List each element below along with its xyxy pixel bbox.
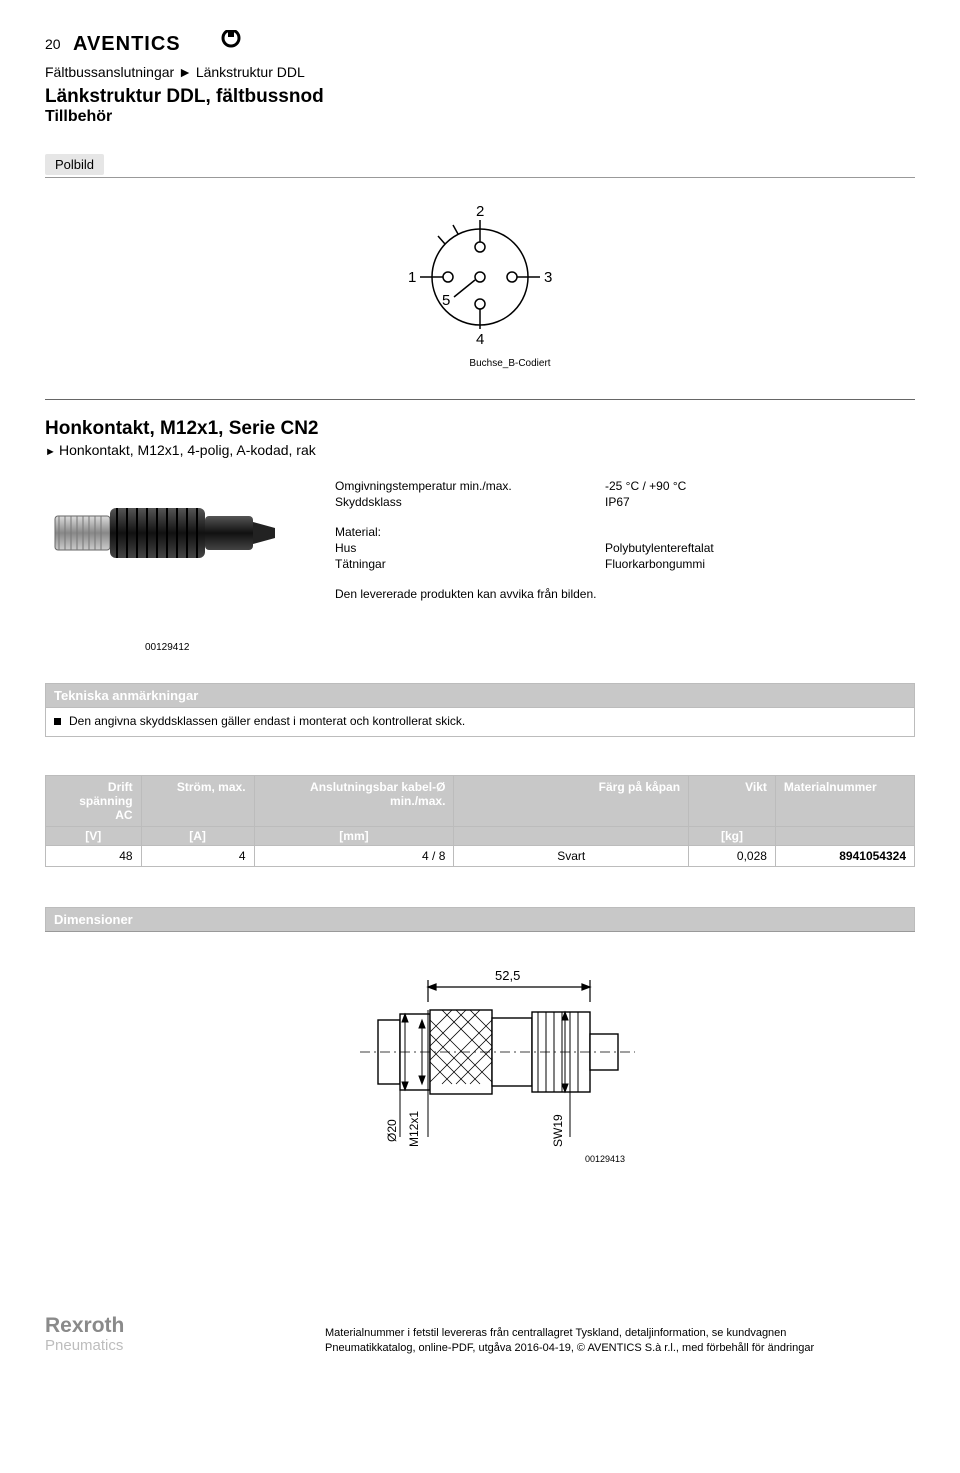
product-title: Honkontakt, M12x1, Serie CN2 <box>45 418 915 440</box>
polbild-caption: Buchse_B-Codiert <box>469 358 550 369</box>
param-table: DriftspänningAC Ström, max. Anslutningsb… <box>45 775 915 867</box>
pin-3: 3 <box>544 269 552 286</box>
pin-1: 1 <box>408 269 416 286</box>
pin-5: 5 <box>442 292 450 309</box>
pin-4: 4 <box>476 331 484 348</box>
footer-text: Materialnummer i fetstil levereras från … <box>325 1326 814 1356</box>
spec-table: Omgivningstemperatur min./max.-25 °C / +… <box>335 478 714 602</box>
svg-text:Ø20: Ø20 <box>385 1119 399 1142</box>
image-id-1: 00129412 <box>145 642 915 653</box>
page-number: 20 <box>45 30 61 52</box>
page-title: Länkstruktur DDL, fältbussnod <box>45 86 915 108</box>
tech-header: Tekniska anmärkningar <box>45 683 915 707</box>
svg-text:M12x1: M12x1 <box>407 1111 421 1147</box>
tech-body: Den angivna skyddsklassen gäller endast … <box>45 707 915 737</box>
breadcrumb: Fältbussanslutningar ► Länkstruktur DDL <box>45 64 915 80</box>
footer-logo: Rexroth Pneumatics <box>45 1312 175 1356</box>
spec-note: Den levererade produkten kan avvika från… <box>335 586 714 602</box>
table-row: 48 4 4 / 8 Svart 0,028 8941054324 <box>46 846 915 867</box>
image-id-2: 00129413 <box>585 1154 625 1164</box>
svg-text:Pneumatics: Pneumatics <box>45 1337 123 1354</box>
svg-text:AVENTICS: AVENTICS <box>73 33 181 55</box>
product-image <box>45 478 295 591</box>
section-polbild-label: Polbild <box>45 154 104 175</box>
dim-figure: 52,5 <box>45 962 915 1172</box>
svg-text:52,5: 52,5 <box>495 968 520 983</box>
product-subtitle: Honkontakt, M12x1, 4-polig, A-kodad, rak <box>45 442 915 458</box>
svg-text:SW19: SW19 <box>551 1114 565 1147</box>
svg-text:Rexroth: Rexroth <box>45 1314 124 1337</box>
polbild-diagram: 1 2 3 4 5 Buchse_B-Codiert <box>45 202 915 369</box>
page-subtitle: Tillbehör <box>45 108 915 126</box>
brand-logo: AVENTICS <box>73 30 273 60</box>
pin-2: 2 <box>476 203 484 220</box>
dim-header: Dimensioner <box>45 907 915 931</box>
